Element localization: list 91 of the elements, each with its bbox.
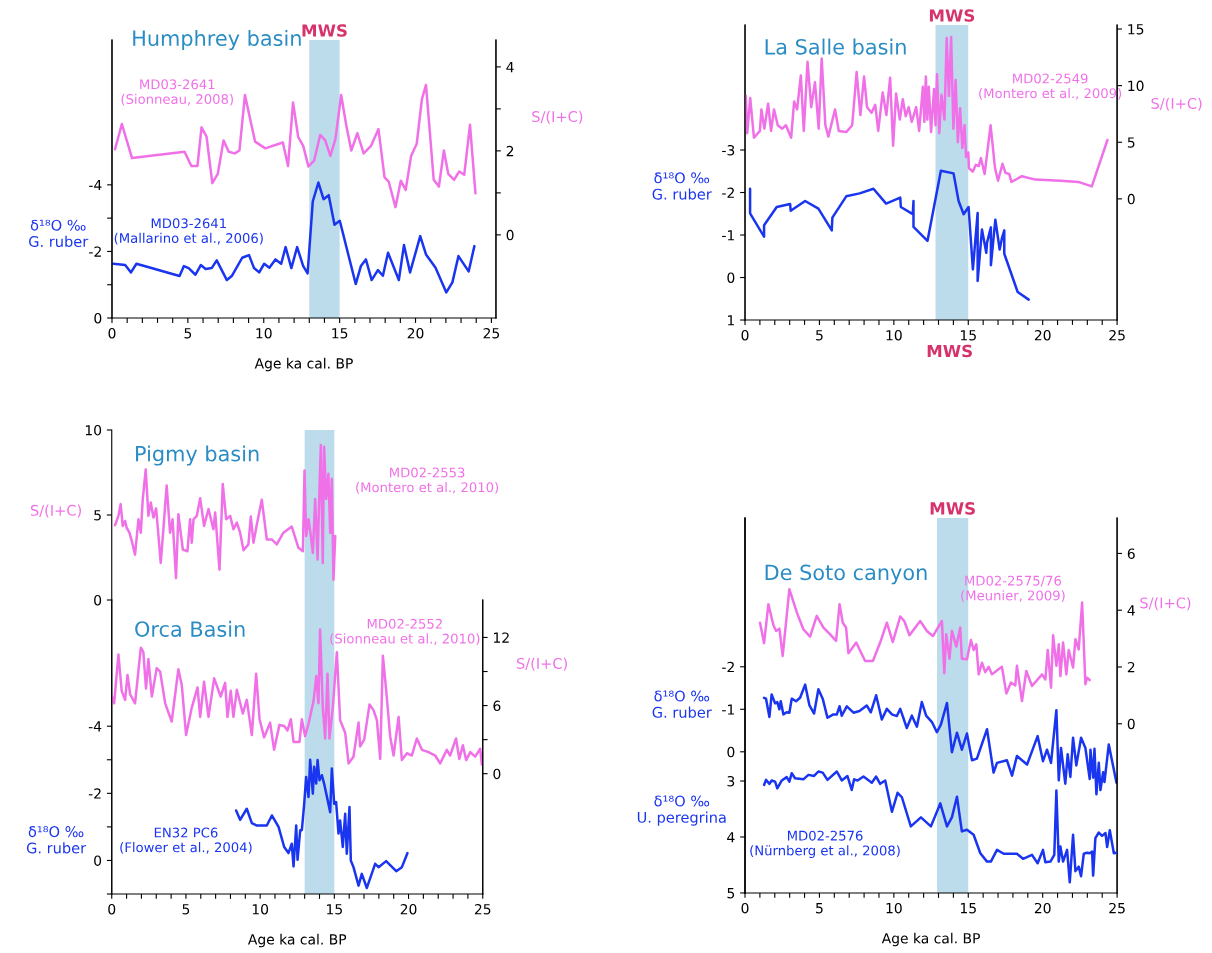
y2-tick-label: 6 (493, 700, 501, 712)
y2-axis-title: S/(I+C) (516, 657, 567, 671)
x-axis-title: Age ka cal. BP (247, 933, 347, 948)
x-tick-label: 10 (252, 903, 269, 915)
x-axis-title: Age ka cal. BP (254, 357, 353, 372)
line-series (112, 181, 476, 294)
y2-tick-label: 0 (1127, 718, 1135, 730)
series-label: MD03-2641 (Sionneau, 2008) (121, 79, 233, 106)
y-tick-label: -4 (89, 180, 102, 191)
x-axis-title: Age ka cal. BP (881, 932, 980, 947)
y3-axis-title: δ¹⁸O ‰ U. peregrina (637, 795, 726, 826)
x-tick-label: 0 (741, 902, 749, 914)
series-label: EN32 PC6 (Flower et al., 2004) (120, 827, 252, 854)
y2-tick-label: 4 (506, 62, 514, 73)
x-tick-label: 10 (886, 329, 902, 341)
line-series (748, 169, 1030, 301)
y-tick-label: -2 (88, 788, 101, 799)
series-label: MD02-2575/76 (Meunier, 2009) (961, 575, 1065, 602)
y-tick-label: -2 (722, 187, 734, 198)
x-tick-label: 0 (108, 903, 116, 915)
y-tick-label: -1 (722, 230, 735, 241)
y-tick-label: -4 (88, 721, 102, 732)
x-tick-label: 20 (400, 903, 417, 915)
y3-tick-label: 4 (727, 832, 735, 843)
text: La Salle basin (765, 38, 906, 55)
x-tick-label: 10 (886, 902, 902, 914)
x-tick-label: 20 (1034, 329, 1051, 341)
x-tick-label: 25 (483, 327, 500, 339)
y2-tick-label: 12 (493, 632, 509, 643)
y-tick-label: 5 (94, 510, 101, 521)
text: Pigmy basin (136, 445, 259, 466)
x-tick-label: 5 (816, 903, 823, 914)
y3-tick-label: 3 (727, 775, 735, 787)
x-tick-label: 5 (184, 328, 192, 339)
series-label: MD02-2576 (Nürnberg et al., 2008) (750, 830, 900, 858)
text: Orca Basin (135, 620, 245, 637)
x-tick-label: 25 (1109, 902, 1125, 914)
band-label: MWS (302, 24, 347, 37)
band-label: MWS (929, 9, 975, 22)
y2-tick-label: 4 (1127, 605, 1135, 616)
y2-axis-title: S/(I+C) (532, 110, 583, 124)
text: MWS (927, 344, 972, 358)
text: De Soto canyon (765, 564, 927, 585)
line-series (762, 683, 1118, 796)
y-tick-label: -3 (722, 144, 735, 156)
y-tick-label: -2 (722, 661, 734, 673)
x-tick-label: 5 (816, 330, 823, 341)
x-tick-label: 25 (1109, 329, 1125, 341)
y-axis-title: δ¹⁸O ‰ G. ruber (652, 172, 712, 200)
y2-tick-label: 6 (1127, 548, 1135, 559)
y-axis-title: δ¹⁸O ‰ G. ruber (29, 219, 89, 248)
x-tick-label: 5 (182, 904, 190, 915)
y-tick-label: 0 (727, 272, 735, 283)
series-label: MD02-2553 (Montero et al., 2010) (356, 467, 499, 494)
line-series (113, 443, 337, 582)
y2-tick-label: 0 (506, 229, 514, 241)
y2-tick-label: 2 (506, 145, 514, 157)
y-tick-label: -2 (89, 246, 101, 257)
y-tick-label: -1 (722, 704, 735, 715)
y2-tick-label: 0 (493, 768, 501, 780)
y2-tick-label: 2 (1127, 661, 1135, 673)
x-tick-label: 15 (327, 904, 342, 915)
y2-tick-label: 0 (1127, 193, 1135, 205)
y2-tick-label: 5 (1127, 137, 1135, 148)
x-tick-label: 15 (960, 903, 976, 914)
y2-axis-title: S/(I+C) (1151, 97, 1202, 111)
y-axis-title: δ¹⁸O ‰ G. ruber (26, 826, 87, 854)
y-axis-title: S/(I+C) (30, 504, 81, 518)
y-tick-label: 0 (94, 312, 102, 324)
x-tick-label: 25 (474, 903, 491, 915)
y-tick-label: 1 (727, 315, 735, 326)
y2-axis-title: S/(I+C) (1140, 597, 1191, 611)
x-tick-label: 0 (108, 327, 116, 339)
line-series (758, 587, 1091, 703)
band-label: MWS (930, 502, 975, 515)
y-axis-title: δ¹⁸O ‰ G. ruber (652, 690, 712, 718)
y-tick-label: 0 (94, 855, 102, 866)
x-tick-label: 15 (960, 330, 976, 341)
y-tick-label: 10 (85, 424, 102, 436)
y-tick-label: 0 (94, 594, 102, 606)
x-tick-label: 0 (741, 329, 749, 341)
y2-tick-label: 15 (1128, 24, 1144, 35)
x-tick-label: 20 (1034, 902, 1051, 914)
x-tick-label: 10 (256, 327, 272, 339)
series-label: MD03-2641 (Mallarino et al., 2006) (114, 218, 263, 245)
chart-title: Humphrey basin (133, 29, 301, 51)
x-tick-label: 20 (407, 327, 424, 339)
series-label: MD02-2552 (Sionneau et al., 2010) (330, 618, 480, 646)
y-tick-label: 0 (727, 746, 735, 758)
x-tick-label: 15 (332, 328, 348, 339)
y2-tick-label: 10 (1128, 80, 1144, 92)
